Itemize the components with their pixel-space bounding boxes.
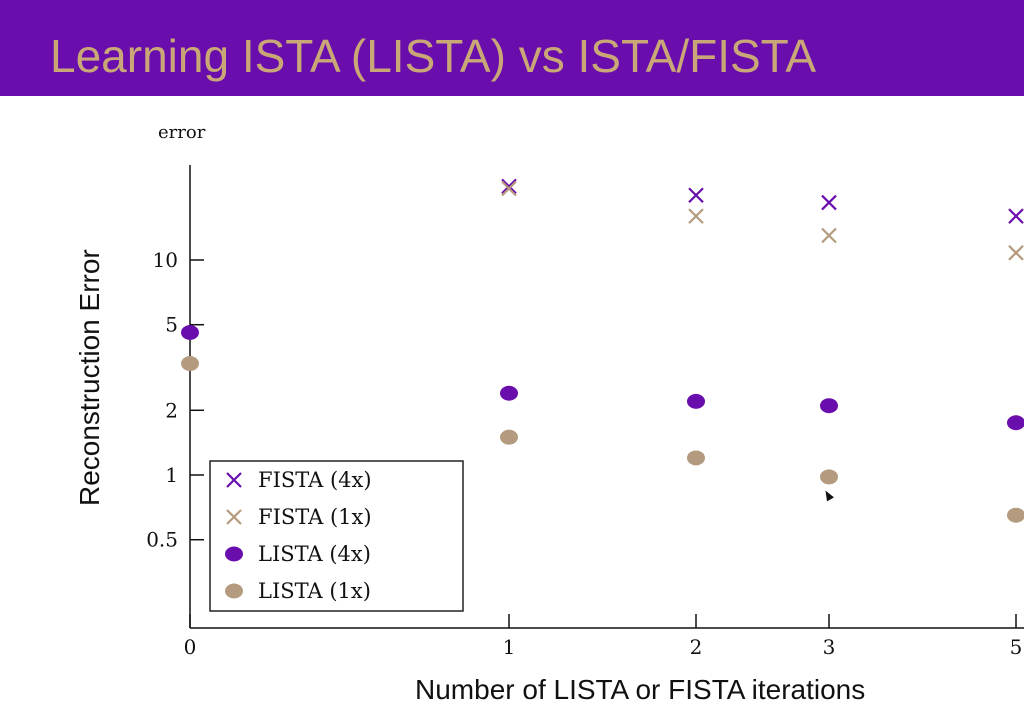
legend-marker: [225, 583, 243, 599]
y-tick-label: 5: [165, 313, 178, 337]
data-point-lista-4x: [820, 398, 838, 414]
data-point-fista-4x: [501, 178, 517, 195]
slide-title: Learning ISTA (LISTA) vs ISTA/FISTA: [50, 30, 817, 82]
data-point-lista-1x: [1007, 507, 1024, 523]
data-point-fista-4x: [688, 187, 704, 204]
legend-label: FISTA (1x): [258, 505, 372, 529]
data-point-lista-4x: [181, 325, 199, 341]
data-point-lista-1x: [820, 469, 838, 485]
data-point-lista-4x: [687, 393, 705, 409]
y-unit-label: error: [158, 122, 206, 143]
x-tick-label: 5: [1010, 635, 1023, 659]
data-point-fista-1x: [501, 180, 517, 197]
x-tick-label: 0: [184, 635, 197, 659]
data-point-fista-1x: [688, 208, 704, 224]
legend-label: LISTA (4x): [258, 542, 371, 566]
y-tick-label: 10: [153, 248, 178, 272]
data-point-lista-1x: [181, 356, 199, 372]
data-point-fista-4x: [1008, 208, 1024, 224]
data-point-lista-1x: [687, 450, 705, 466]
x-tick-label: 2: [690, 635, 703, 659]
legend-label: LISTA (1x): [258, 579, 371, 603]
x-tick-label: 3: [823, 635, 836, 659]
x-axis-title: Number of LISTA or FISTA iterations: [415, 674, 866, 705]
scatter-plot: 0.5 1 2 5 10 0 1 2 3 5 FISTA (4x) FISTA (1x) LISTA (…: [146, 165, 1024, 659]
legend-marker: [225, 546, 243, 562]
legend-marker: [226, 472, 242, 488]
x-tick-label: 1: [503, 635, 516, 659]
y-tick-label: 1: [165, 463, 178, 487]
slide-title-bar: Learning ISTA (LISTA) vs ISTA/FISTA: [0, 0, 1024, 96]
legend-marker: [226, 509, 242, 525]
data-point-lista-4x: [500, 385, 518, 401]
data-point-lista-4x: [1007, 415, 1024, 431]
data-point-fista-1x: [821, 227, 837, 244]
data-point-lista-1x: [500, 429, 518, 445]
y-tick-label: 2: [165, 398, 178, 422]
data-point-fista-4x: [821, 194, 837, 211]
data-point-fista-1x: [1008, 245, 1024, 261]
legend-label: FISTA (4x): [258, 468, 372, 492]
y-tick-label: 0.5: [146, 528, 178, 552]
legend-box: [209, 460, 464, 612]
